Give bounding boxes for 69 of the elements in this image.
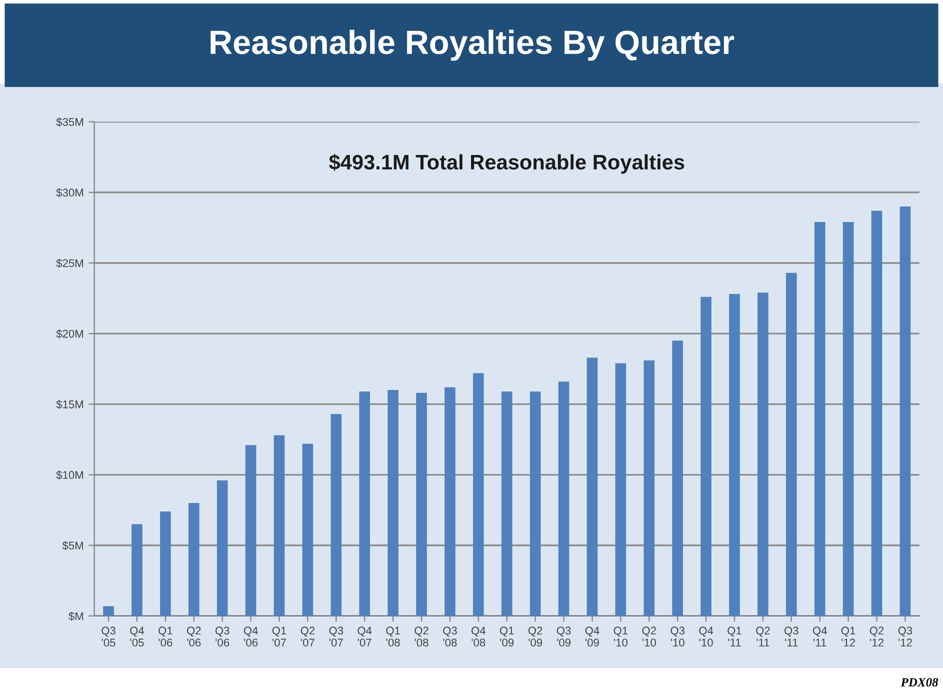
x-tick-label: Q4 '10 [699,626,714,647]
bar [586,358,598,616]
y-tick-label: $10M [56,470,83,480]
x-tick-label: Q1 '09 [500,626,514,647]
bar [700,296,712,616]
x-tick-label: Q4 '06 [244,626,258,647]
y-tick-label: $25M [56,258,83,268]
bar [216,480,228,616]
bar [245,445,256,616]
x-tick-label: Q3 '09 [556,626,571,647]
y-tick-label: $35M [56,118,83,127]
y-tick-label: $5M [62,541,83,550]
bar [672,340,683,616]
bar [132,524,142,616]
x-tick-label: Q2 '09 [528,626,542,647]
bar [188,503,200,616]
x-tick-label: Q4 '11 [812,626,827,646]
x-tick-label: Q2 '11 [756,626,770,646]
bar [274,435,285,616]
x-tick-label: Q2 '12 [870,626,884,646]
x-tick-label: Q3 '12 [898,626,912,646]
bar [758,292,768,616]
bar [786,272,797,616]
bar [615,363,626,616]
bar [444,387,456,616]
x-tick-label: Q2 '08 [414,626,428,647]
bar [359,391,370,616]
y-tick-label: $30M [56,188,83,198]
x-tick-label: Q4 '05 [130,626,144,647]
bar [501,391,512,616]
text: PDX08 [900,678,938,686]
x-tick-label: Q3 '06 [215,626,230,647]
bar [871,210,882,616]
x-tick-label: Q3 '05 [102,626,116,647]
bar [644,360,655,616]
y-tick-label: $M [68,612,83,621]
bar [814,222,826,616]
x-tick-label: Q2 '06 [187,626,201,647]
x-tick-label: Q3 '10 [670,626,684,647]
bar [558,382,570,616]
x-tick-label: Q1 '06 [158,626,172,647]
chart-title: Reasonable Royalties By Quarter [210,30,734,61]
x-tick-label: Q3 '08 [443,626,457,647]
text: $493.1M Total Reasonable Royalties [329,154,684,174]
x-tick-label: Q1 '11 [728,626,742,646]
bar [330,414,342,616]
x-tick-label: Q2 '10 [642,626,656,647]
bar [416,392,427,616]
bar [473,373,484,616]
y-tick-label: $15M [56,400,83,409]
bar [388,390,398,616]
x-tick-label: Q1 '12 [841,626,856,646]
bar [842,222,854,616]
bar [900,206,911,616]
x-tick-label: Q1 '08 [386,626,400,647]
x-tick-label: Q3 '07 [329,626,344,647]
bar [729,294,740,616]
bar [530,391,541,616]
x-tick-label: Q2 '07 [300,626,315,647]
x-tick-label: Q4 '09 [585,626,600,647]
bar [160,511,171,616]
x-tick-label: Q1 '07 [272,626,286,647]
x-tick-label: Q4 '07 [358,626,372,647]
bar [302,444,314,616]
x-tick-label: Q4 '08 [472,626,486,647]
y-tick-label: $20M [56,329,83,338]
x-tick-label: Q3 '11 [784,626,798,646]
bar [103,606,114,616]
x-tick-label: Q1 '10 [614,626,628,647]
